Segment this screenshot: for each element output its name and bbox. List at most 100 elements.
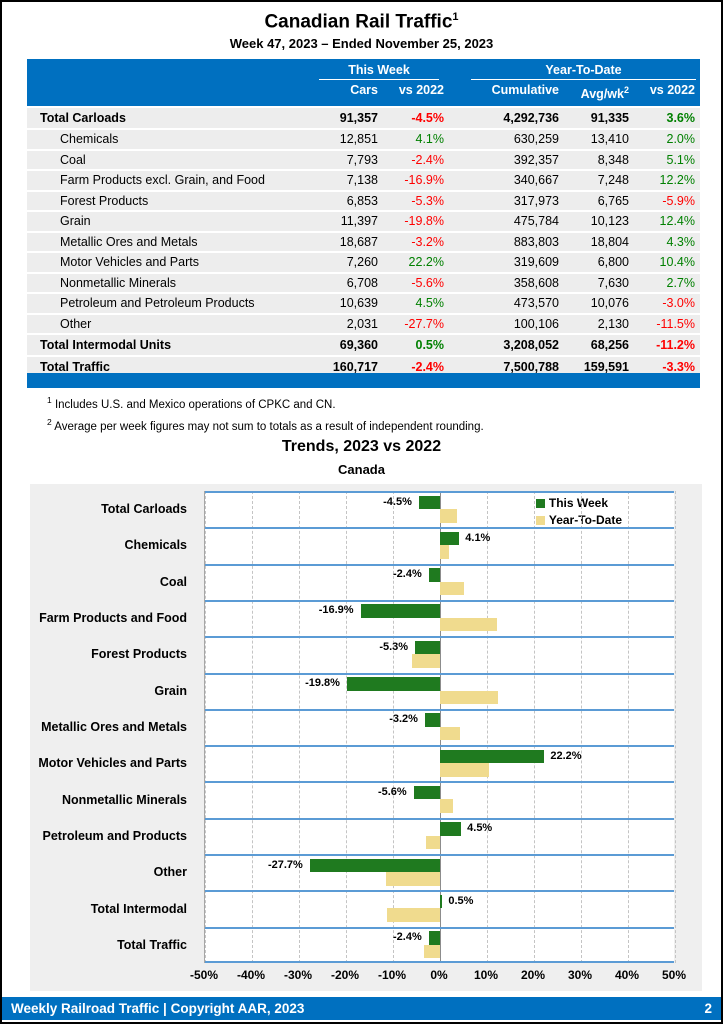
avgwk-footnote-marker: 2 bbox=[623, 85, 629, 95]
footnote-1: 1 Includes U.S. and Mexico operations of… bbox=[47, 395, 336, 411]
bar-value-label: -3.2% bbox=[389, 713, 418, 726]
x-tick-label: -20% bbox=[330, 968, 359, 982]
value-cell: 12,851 bbox=[339, 132, 378, 147]
bar-value-label: -5.6% bbox=[377, 785, 407, 798]
pct-cell: -5.6% bbox=[411, 275, 444, 290]
category-label: Metallic Ores and Metals bbox=[41, 719, 187, 734]
pct-cell: -3.2% bbox=[411, 234, 444, 249]
value-cell: 340,667 bbox=[513, 173, 559, 188]
year-to-date-swatch bbox=[535, 515, 545, 525]
value-cell: 18,687 bbox=[339, 234, 378, 249]
value-cell: 6,708 bbox=[346, 275, 378, 290]
this-week-bar bbox=[413, 785, 440, 800]
value-cell: 317,973 bbox=[513, 193, 559, 208]
pct-cell: -19.8% bbox=[404, 214, 444, 229]
value-cell: 4,292,736 bbox=[503, 111, 559, 126]
year-to-date-bar bbox=[440, 763, 489, 777]
row-label: Coal bbox=[60, 152, 86, 167]
row-label: Total Traffic bbox=[40, 360, 110, 375]
bar-value-label: -27.7% bbox=[267, 858, 303, 871]
x-tick-label: -50% bbox=[189, 968, 218, 982]
pct-cell: 12.2% bbox=[659, 173, 695, 188]
header-spacer bbox=[27, 62, 303, 80]
row-label: Total Carloads bbox=[40, 111, 126, 126]
value-cell: 91,357 bbox=[339, 111, 378, 126]
header-spacer bbox=[27, 82, 303, 102]
year-to-date-bar bbox=[385, 872, 440, 886]
value-cell: 69,360 bbox=[339, 338, 378, 353]
row-separator bbox=[205, 961, 674, 963]
value-cell: 630,259 bbox=[513, 132, 559, 147]
title-footnote-marker: 1 bbox=[452, 11, 459, 23]
table-row: Other 2,031 -27.7% 100,106 2,130 -11.5% bbox=[27, 314, 700, 334]
year-to-date-bar bbox=[440, 726, 461, 741]
ytd-vs-2022-column-header: vs 2022 bbox=[649, 83, 695, 97]
value-cell: 6,765 bbox=[597, 193, 629, 208]
x-tick-label: -30% bbox=[283, 968, 312, 982]
value-cell: 11,397 bbox=[340, 214, 378, 229]
value-cell: 319,609 bbox=[513, 255, 559, 270]
year-to-date-bar bbox=[440, 690, 499, 705]
row-label: Grain bbox=[60, 214, 91, 229]
pct-cell: -11.5% bbox=[656, 316, 695, 331]
value-cell: 475,784 bbox=[513, 214, 559, 229]
trends-bar-chart: Total Carloads Chemicals Coal Farm Products… bbox=[30, 484, 702, 991]
value-cell: 10,076 bbox=[590, 296, 629, 311]
category-label: Other bbox=[153, 865, 187, 880]
value-cell: 7,500,788 bbox=[503, 360, 559, 375]
value-cell: 473,570 bbox=[513, 296, 559, 311]
category-label: Farm Products and Food bbox=[39, 611, 187, 626]
this-week-bar bbox=[440, 531, 460, 546]
row-separator bbox=[205, 527, 674, 529]
category-label: Total Carloads bbox=[101, 502, 187, 517]
value-cell: 3,208,052 bbox=[503, 338, 559, 353]
legend-year-to-date: Year-To-Date bbox=[535, 513, 622, 527]
value-cell: 883,803 bbox=[513, 234, 559, 249]
gridline bbox=[299, 491, 300, 963]
gridline bbox=[675, 491, 676, 963]
category-label: Grain bbox=[154, 683, 187, 698]
x-tick-label: -10% bbox=[377, 968, 406, 982]
value-cell: 100,106 bbox=[513, 316, 559, 331]
category-label: Motor Vehicles and Parts bbox=[38, 756, 187, 771]
table-bottom-bar bbox=[27, 373, 700, 388]
pct-cell: -5.9% bbox=[662, 193, 695, 208]
x-axis: -50% -40% -30% -20% -10% 0% 10% 20% 30% 40% 50% bbox=[190, 968, 686, 986]
year-to-date-bar bbox=[440, 799, 453, 813]
table-row: Total Traffic 160,717 -2.4% 7,500,788 159,59… bbox=[27, 357, 700, 378]
pct-cell: 10.4% bbox=[659, 255, 695, 270]
value-cell: 68,256 bbox=[590, 338, 629, 353]
table-row: Petroleum and Petroleum Products 10,639 4.… bbox=[27, 294, 700, 313]
bar-value-label: 22.2% bbox=[550, 749, 582, 762]
traffic-table: This Week Year-To-Date Cars vs 2022 Cumu… bbox=[27, 59, 700, 379]
bar-value-label: -2.4% bbox=[392, 568, 422, 581]
row-label: Farm Products excl. Grain, and Food bbox=[60, 173, 265, 188]
row-separator bbox=[205, 709, 674, 711]
value-cell: 6,800 bbox=[597, 255, 629, 270]
category-label: Forest Products bbox=[91, 647, 187, 662]
table-row: Nonmetallic Minerals 6,708 -5.6% 358,608 7,6… bbox=[27, 273, 700, 293]
cumulative-column-header: Cumulative bbox=[491, 83, 559, 97]
gridline bbox=[346, 491, 347, 963]
row-separator bbox=[205, 564, 674, 566]
x-tick-label: 0% bbox=[430, 968, 448, 982]
chart-title: Trends, 2023 vs 2022 bbox=[281, 438, 442, 455]
bar-value-label: -2.4% bbox=[392, 931, 422, 944]
table-row: Metallic Ores and Metals 18,687 -3.2% 883,8… bbox=[27, 232, 700, 252]
pct-cell: 3.6% bbox=[666, 111, 696, 126]
bar-value-label: 4.1% bbox=[465, 531, 491, 544]
table-row: Forest Products 6,853 -5.3% 317,973 6,765 -5.… bbox=[27, 191, 700, 211]
pct-cell: -3.0% bbox=[662, 296, 695, 311]
row-separator bbox=[205, 600, 674, 602]
year-to-date-bar bbox=[440, 581, 464, 596]
row-label: Petroleum and Petroleum Products bbox=[60, 296, 255, 311]
table-row: Motor Vehicles and Parts 7,260 22.2% 319,60… bbox=[27, 253, 700, 272]
value-cell: 159,591 bbox=[583, 360, 629, 375]
value-cell: 13,410 bbox=[590, 132, 629, 147]
footnote-2: 2 Average per week figures may not sum t… bbox=[47, 416, 484, 433]
this-week-bar bbox=[440, 822, 462, 836]
value-cell: 160,717 bbox=[332, 360, 378, 375]
year-to-date-bar bbox=[424, 944, 440, 959]
value-cell: 7,248 bbox=[597, 173, 629, 188]
